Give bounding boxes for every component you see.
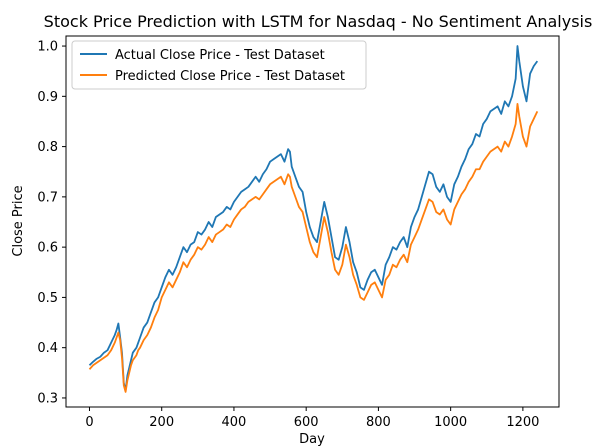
x-tick-label: 400 [222, 415, 247, 430]
y-tick-label: 0.7 [37, 190, 58, 205]
legend-label-actual: Actual Close Price - Test Dataset [115, 48, 325, 63]
y-axis-label: Close Price [11, 185, 26, 256]
x-tick-label: 1000 [434, 415, 467, 430]
y-axis: 0.3 0.4 0.5 0.6 0.7 0.8 0.9 1.0 [37, 40, 66, 406]
x-axis: 0 200 400 600 800 1000 1200 [85, 407, 539, 430]
x-tick-label: 200 [149, 415, 174, 430]
legend: Actual Close Price - Test Dataset Predic… [71, 40, 367, 90]
x-tick-label: 1200 [506, 415, 539, 430]
y-tick-label: 0.9 [37, 90, 58, 105]
x-tick-label: 0 [85, 415, 93, 430]
plot-frame [65, 35, 560, 408]
legend-label-predicted: Predicted Close Price - Test Dataset [115, 69, 345, 84]
y-tick-label: 0.8 [37, 140, 58, 155]
plot-area [65, 35, 560, 408]
series-line-actual [88, 45, 539, 392]
chart-title: Stock Price Prediction with LSTM for Nas… [44, 12, 593, 31]
y-tick-label: 0.6 [37, 241, 58, 256]
y-tick-label: 0.3 [37, 391, 58, 406]
series-layer [88, 45, 539, 393]
x-tick-label: 600 [294, 415, 319, 430]
y-tick-label: 1.0 [37, 40, 58, 55]
y-tick-label: 0.4 [37, 341, 58, 356]
x-axis-label: Day [299, 432, 325, 447]
series-line-predicted [88, 102, 539, 393]
y-tick-label: 0.5 [37, 291, 58, 306]
x-tick-label: 800 [366, 415, 391, 430]
legend-box [71, 40, 367, 90]
